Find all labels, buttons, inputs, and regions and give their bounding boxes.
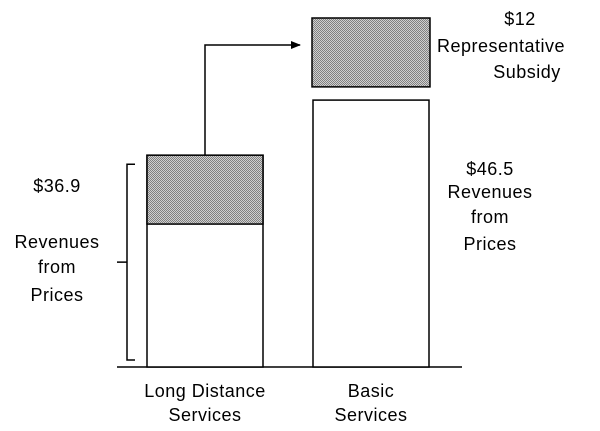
category-label: Basic [348, 381, 395, 401]
annotation: Prices [463, 234, 516, 254]
annotation: Revenues [14, 232, 99, 252]
subsidy-annotation: Representative [437, 36, 565, 56]
revenue-bar [312, 99, 430, 368]
value-label: $46.5 [466, 159, 514, 179]
annotation: from [471, 207, 509, 227]
category-label: Long Distance [144, 381, 266, 401]
annotation: Revenues [447, 182, 532, 202]
value-label: $36.9 [33, 176, 81, 196]
subsidy-transfer [311, 17, 431, 88]
annotation: Prices [30, 285, 83, 305]
bracket [117, 163, 135, 361]
subsidy-segment [146, 154, 264, 225]
category-label: Services [334, 405, 407, 425]
subsidy-value-label: $12 [504, 9, 536, 29]
category-label: Services [168, 405, 241, 425]
annotation: from [38, 257, 76, 277]
transfer-arrow [204, 41, 301, 155]
subsidy-annotation: Subsidy [493, 62, 561, 82]
